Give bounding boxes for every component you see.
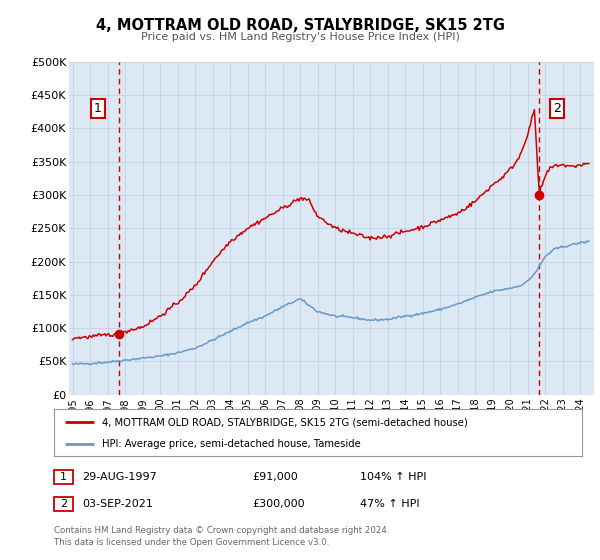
Text: HPI: Average price, semi-detached house, Tameside: HPI: Average price, semi-detached house,… xyxy=(101,439,360,449)
Text: 1: 1 xyxy=(60,472,67,482)
Text: This data is licensed under the Open Government Licence v3.0.: This data is licensed under the Open Gov… xyxy=(54,538,329,547)
Text: £91,000: £91,000 xyxy=(252,472,298,482)
Text: 2: 2 xyxy=(60,499,67,509)
Text: 1: 1 xyxy=(94,102,102,115)
Text: 03-SEP-2021: 03-SEP-2021 xyxy=(82,499,153,509)
Text: £300,000: £300,000 xyxy=(252,499,305,509)
Text: Price paid vs. HM Land Registry's House Price Index (HPI): Price paid vs. HM Land Registry's House … xyxy=(140,32,460,43)
Text: 4, MOTTRAM OLD ROAD, STALYBRIDGE, SK15 2TG: 4, MOTTRAM OLD ROAD, STALYBRIDGE, SK15 2… xyxy=(95,18,505,33)
Text: 104% ↑ HPI: 104% ↑ HPI xyxy=(360,472,427,482)
Text: 47% ↑ HPI: 47% ↑ HPI xyxy=(360,499,419,509)
Text: 4, MOTTRAM OLD ROAD, STALYBRIDGE, SK15 2TG (semi-detached house): 4, MOTTRAM OLD ROAD, STALYBRIDGE, SK15 2… xyxy=(101,417,467,427)
Text: 2: 2 xyxy=(553,102,560,115)
Text: 29-AUG-1997: 29-AUG-1997 xyxy=(82,472,157,482)
Text: Contains HM Land Registry data © Crown copyright and database right 2024.: Contains HM Land Registry data © Crown c… xyxy=(54,526,389,535)
